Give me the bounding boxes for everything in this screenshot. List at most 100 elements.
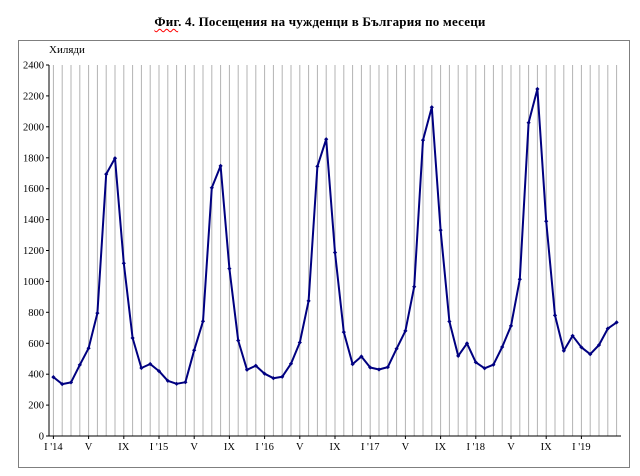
x-tick-label: I '18 <box>467 442 486 453</box>
data-point <box>165 378 170 383</box>
month-gridlines <box>52 65 618 436</box>
data-point <box>438 228 443 233</box>
x-tick-label: I '14 <box>44 442 63 453</box>
y-axis-labels: 0 200 400 600 800 1000 1200 1400 1600 1800 2000 220… <box>23 61 49 443</box>
data-point <box>526 120 531 125</box>
data-point <box>315 164 320 169</box>
data-point <box>605 326 610 331</box>
data-point <box>130 335 135 341</box>
data-point <box>324 137 329 142</box>
data-point <box>341 330 346 335</box>
x-tick-label: IX <box>224 442 235 453</box>
chart-title-rest: . 4. Посещения на чужденци в България по… <box>178 14 486 29</box>
data-point <box>139 365 144 371</box>
data-point <box>447 319 452 324</box>
data-point <box>403 328 408 333</box>
data-point <box>614 320 619 325</box>
y-tick-label: 2000 <box>23 122 44 133</box>
data-point <box>236 338 241 343</box>
data-point <box>517 277 522 282</box>
y-tick-label: 2200 <box>23 91 44 102</box>
x-axis-labels: I '14 V IX I '15 V IX I '16 V IX I '17 V IX I '18 V IX… <box>44 436 591 453</box>
data-point <box>376 367 382 372</box>
data-point <box>51 375 56 380</box>
x-tick-label: V <box>507 442 515 453</box>
data-point <box>156 369 162 374</box>
y-axis-title: Хиляди <box>49 44 85 56</box>
data-point <box>579 345 584 350</box>
data-point <box>552 313 558 318</box>
data-point <box>429 105 434 110</box>
y-tick-label: 200 <box>28 401 44 412</box>
data-point <box>544 219 549 224</box>
x-tick-label: IX <box>329 442 340 453</box>
y-tick-label: 800 <box>28 308 44 319</box>
data-point <box>473 360 478 365</box>
y-tick-label: 1200 <box>23 246 44 257</box>
data-point <box>482 366 487 371</box>
line-chart: 0 200 400 600 800 1000 1200 1400 1600 1800 2000 220… <box>23 61 621 453</box>
data-point <box>112 156 118 161</box>
data-point <box>148 361 153 367</box>
data-point <box>227 266 232 271</box>
data-point <box>86 346 91 351</box>
data-point <box>385 365 390 370</box>
x-tick-label: I '19 <box>572 442 591 453</box>
data-point <box>464 341 470 346</box>
y-tick-label: 0 <box>39 432 44 443</box>
chart-frame: Хиляди 0 200 400 600 800 1000 1200 1400 1600 1800… <box>18 40 630 468</box>
data-point <box>561 348 566 353</box>
x-tick-label: I '16 <box>255 442 274 453</box>
data-point <box>244 367 250 372</box>
data-point <box>350 362 355 367</box>
x-tick-label: I '17 <box>361 442 380 453</box>
data-point <box>508 323 514 328</box>
data-point <box>104 172 109 177</box>
data-point <box>95 311 100 316</box>
data-point <box>420 138 426 143</box>
data-point <box>596 342 602 348</box>
data-point <box>535 86 540 92</box>
data-point <box>280 374 285 379</box>
x-tick-label: V <box>85 442 93 453</box>
data-point <box>297 340 302 345</box>
data-point <box>183 380 188 385</box>
x-tick-label: V <box>190 442 198 453</box>
x-tick-label: IX <box>435 442 446 453</box>
y-tick-label: 600 <box>28 339 44 350</box>
data-point <box>306 298 311 303</box>
data-point <box>192 348 197 353</box>
data-point <box>174 381 179 386</box>
data-point <box>500 344 505 350</box>
data-point <box>288 361 294 366</box>
data-point <box>77 362 82 367</box>
data-point <box>209 185 214 190</box>
data-point <box>456 353 461 358</box>
data-point <box>368 365 373 370</box>
y-tick-label: 1800 <box>23 153 44 164</box>
data-point <box>588 352 593 357</box>
data-point <box>200 319 206 324</box>
data-point <box>394 346 399 351</box>
x-tick-label: IX <box>541 442 552 453</box>
y-tick-label: 1600 <box>23 184 44 195</box>
data-point <box>68 380 74 385</box>
data-point <box>60 382 65 387</box>
x-tick-label: I '15 <box>150 442 169 453</box>
data-point <box>570 333 575 338</box>
data-point <box>491 362 496 367</box>
data-point <box>412 284 417 289</box>
y-tick-label: 1400 <box>23 215 44 226</box>
y-tick-label: 1000 <box>23 277 44 288</box>
y-tick-label: 400 <box>28 370 44 381</box>
data-point <box>121 261 126 266</box>
y-tick-label: 2400 <box>23 61 44 72</box>
x-tick-label: V <box>296 442 304 453</box>
data-point <box>332 250 338 255</box>
chart-title-word-misspelled: Фиг <box>154 14 179 29</box>
data-point <box>218 163 223 168</box>
chart-title: Фиг. 4. Посещения на чужденци в България… <box>0 14 640 30</box>
x-tick-label: IX <box>118 442 129 453</box>
data-point <box>359 354 364 359</box>
